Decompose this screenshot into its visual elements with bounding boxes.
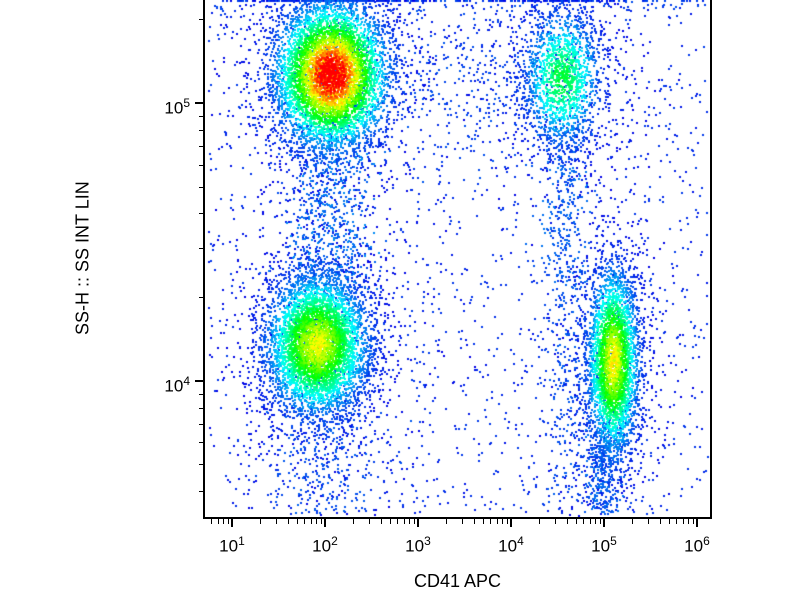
x-tick-label: 103 [405,534,431,556]
x-minor-tick [692,519,694,524]
x-minor-tick [304,519,306,524]
x-minor-tick [659,519,661,524]
x-minor-tick [276,519,278,524]
x-minor-tick [222,519,224,524]
x-minor-tick [287,519,289,524]
x-minor-tick [648,519,650,524]
x-major-tick [416,519,419,527]
density-dot-plot-canvas [205,0,710,517]
x-minor-tick [296,519,298,524]
y-minor-tick [199,407,203,409]
x-minor-tick [496,519,498,524]
y-minor-tick [199,19,203,21]
x-minor-tick [682,519,684,524]
x-minor-tick [555,519,557,524]
x-major-tick [602,519,605,527]
y-minor-tick [199,164,203,166]
x-tick-label: 102 [312,534,338,556]
x-major-tick [230,519,233,527]
x-minor-tick [631,519,633,524]
x-tick-label: 105 [591,534,617,556]
x-minor-tick [566,519,568,524]
y-minor-tick [199,213,203,215]
x-tick-label: 106 [684,534,710,556]
x-minor-tick [594,519,596,524]
x-minor-tick [482,519,484,524]
y-tick-label: 104 [164,373,190,396]
x-axis-title: CD41 APC [413,571,502,591]
x-minor-tick [501,519,503,524]
x-major-tick [323,519,326,527]
x-minor-tick [506,519,508,524]
y-minor-tick [199,464,203,466]
x-tick-label: 101 [219,534,245,556]
y-major-tick [195,101,203,104]
x-minor-tick [473,519,475,524]
y-minor-tick [199,442,203,444]
x-minor-tick [490,519,492,524]
x-minor-tick [369,519,371,524]
x-minor-tick [668,519,670,524]
x-minor-tick [403,519,405,524]
x-minor-tick [315,519,317,524]
y-minor-tick [199,129,203,131]
x-minor-tick [380,519,382,524]
x-major-tick [695,519,698,527]
x-minor-tick [217,519,219,524]
y-tick-label: 105 [164,95,190,118]
x-minor-tick [227,519,229,524]
x-minor-tick [589,519,591,524]
x-minor-tick [445,519,447,524]
y-minor-tick [199,297,203,299]
x-minor-tick [583,519,585,524]
x-minor-tick [575,519,577,524]
x-minor-tick [599,519,601,524]
y-axis-title: SS-H :: SS INT LIN [72,181,93,336]
y-minor-tick [199,115,203,117]
x-minor-tick [259,519,261,524]
x-minor-tick [352,519,354,524]
x-minor-tick [462,519,464,524]
y-minor-tick [199,423,203,425]
y-minor-tick [199,186,203,188]
y-major-tick [195,379,203,382]
x-minor-tick [676,519,678,524]
x-tick-label: 104 [498,534,524,556]
x-minor-tick [310,519,312,524]
x-minor-tick [413,519,415,524]
y-minor-tick [199,145,203,147]
y-minor-tick [199,248,203,250]
x-minor-tick [408,519,410,524]
x-minor-tick [211,519,213,524]
x-minor-tick [389,519,391,524]
x-minor-tick [538,519,540,524]
x-minor-tick [687,519,689,524]
y-minor-tick [199,491,203,493]
x-minor-tick [397,519,399,524]
y-minor-tick [199,393,203,395]
plot-frame [203,0,712,519]
x-major-tick [509,519,512,527]
x-minor-tick [320,519,322,524]
